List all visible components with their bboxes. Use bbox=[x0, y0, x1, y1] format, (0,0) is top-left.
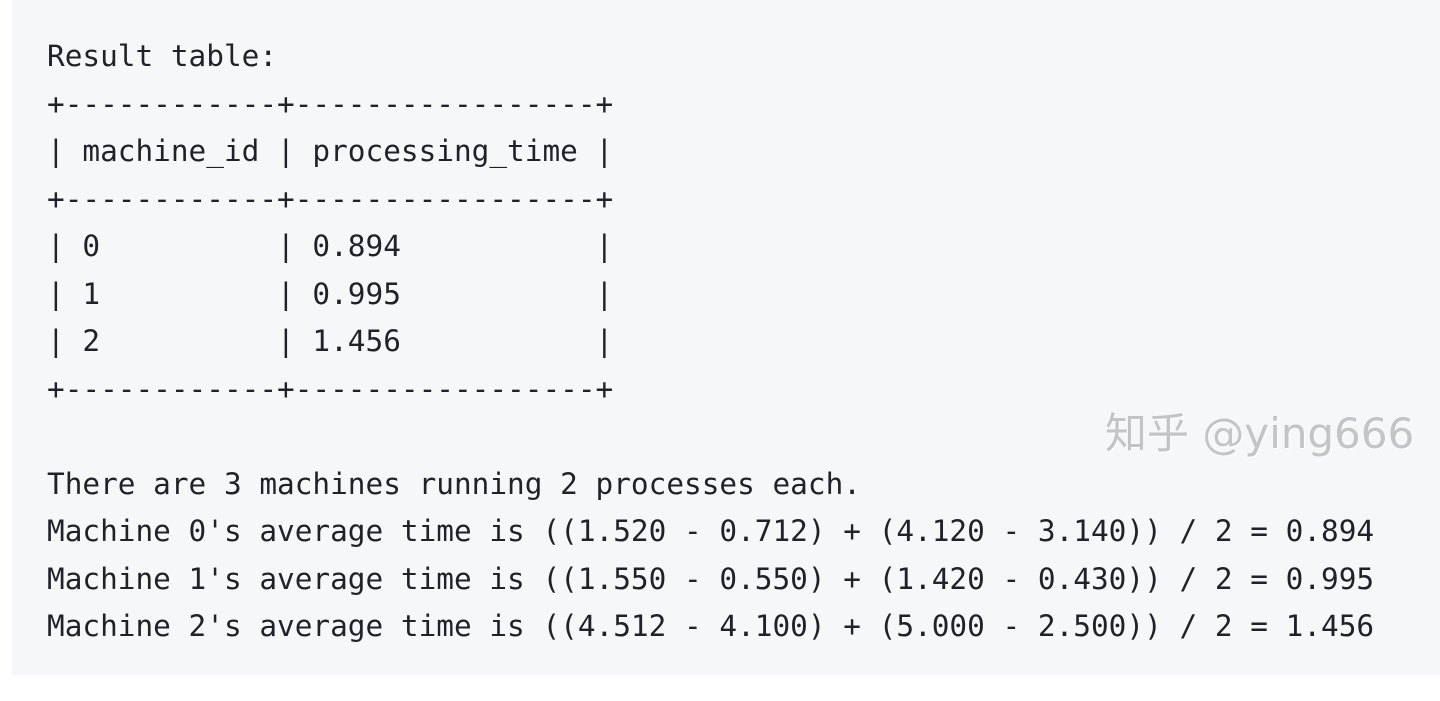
code-block: Result table: +------------+-------------… bbox=[12, 0, 1440, 675]
explanation-line: There are 3 machines running 2 processes… bbox=[47, 466, 861, 501]
table-row: | 1 | 0.995 | bbox=[47, 276, 614, 311]
code-text: Result table: +------------+-------------… bbox=[47, 33, 1440, 651]
explanation-line: Machine 1's average time is ((1.550 - 0.… bbox=[47, 561, 1375, 596]
explanation-line: Machine 0's average time is ((1.520 - 0.… bbox=[47, 514, 1375, 548]
blank-line bbox=[47, 413, 1440, 461]
code-line-title: Result table: bbox=[47, 39, 278, 73]
table-header-row: | machine_id | processing_time | bbox=[47, 134, 614, 168]
table-border: +------------+-----------------+ bbox=[47, 86, 614, 121]
table-row: | 2 | 1.456 | bbox=[47, 324, 614, 358]
explanation-line: Machine 2's average time is ((4.512 - 4.… bbox=[47, 609, 1375, 643]
table-border: +------------+-----------------+ bbox=[47, 371, 614, 406]
table-border: +------------+-----------------+ bbox=[47, 181, 614, 216]
table-row: | 0 | 0.894 | bbox=[47, 229, 614, 263]
